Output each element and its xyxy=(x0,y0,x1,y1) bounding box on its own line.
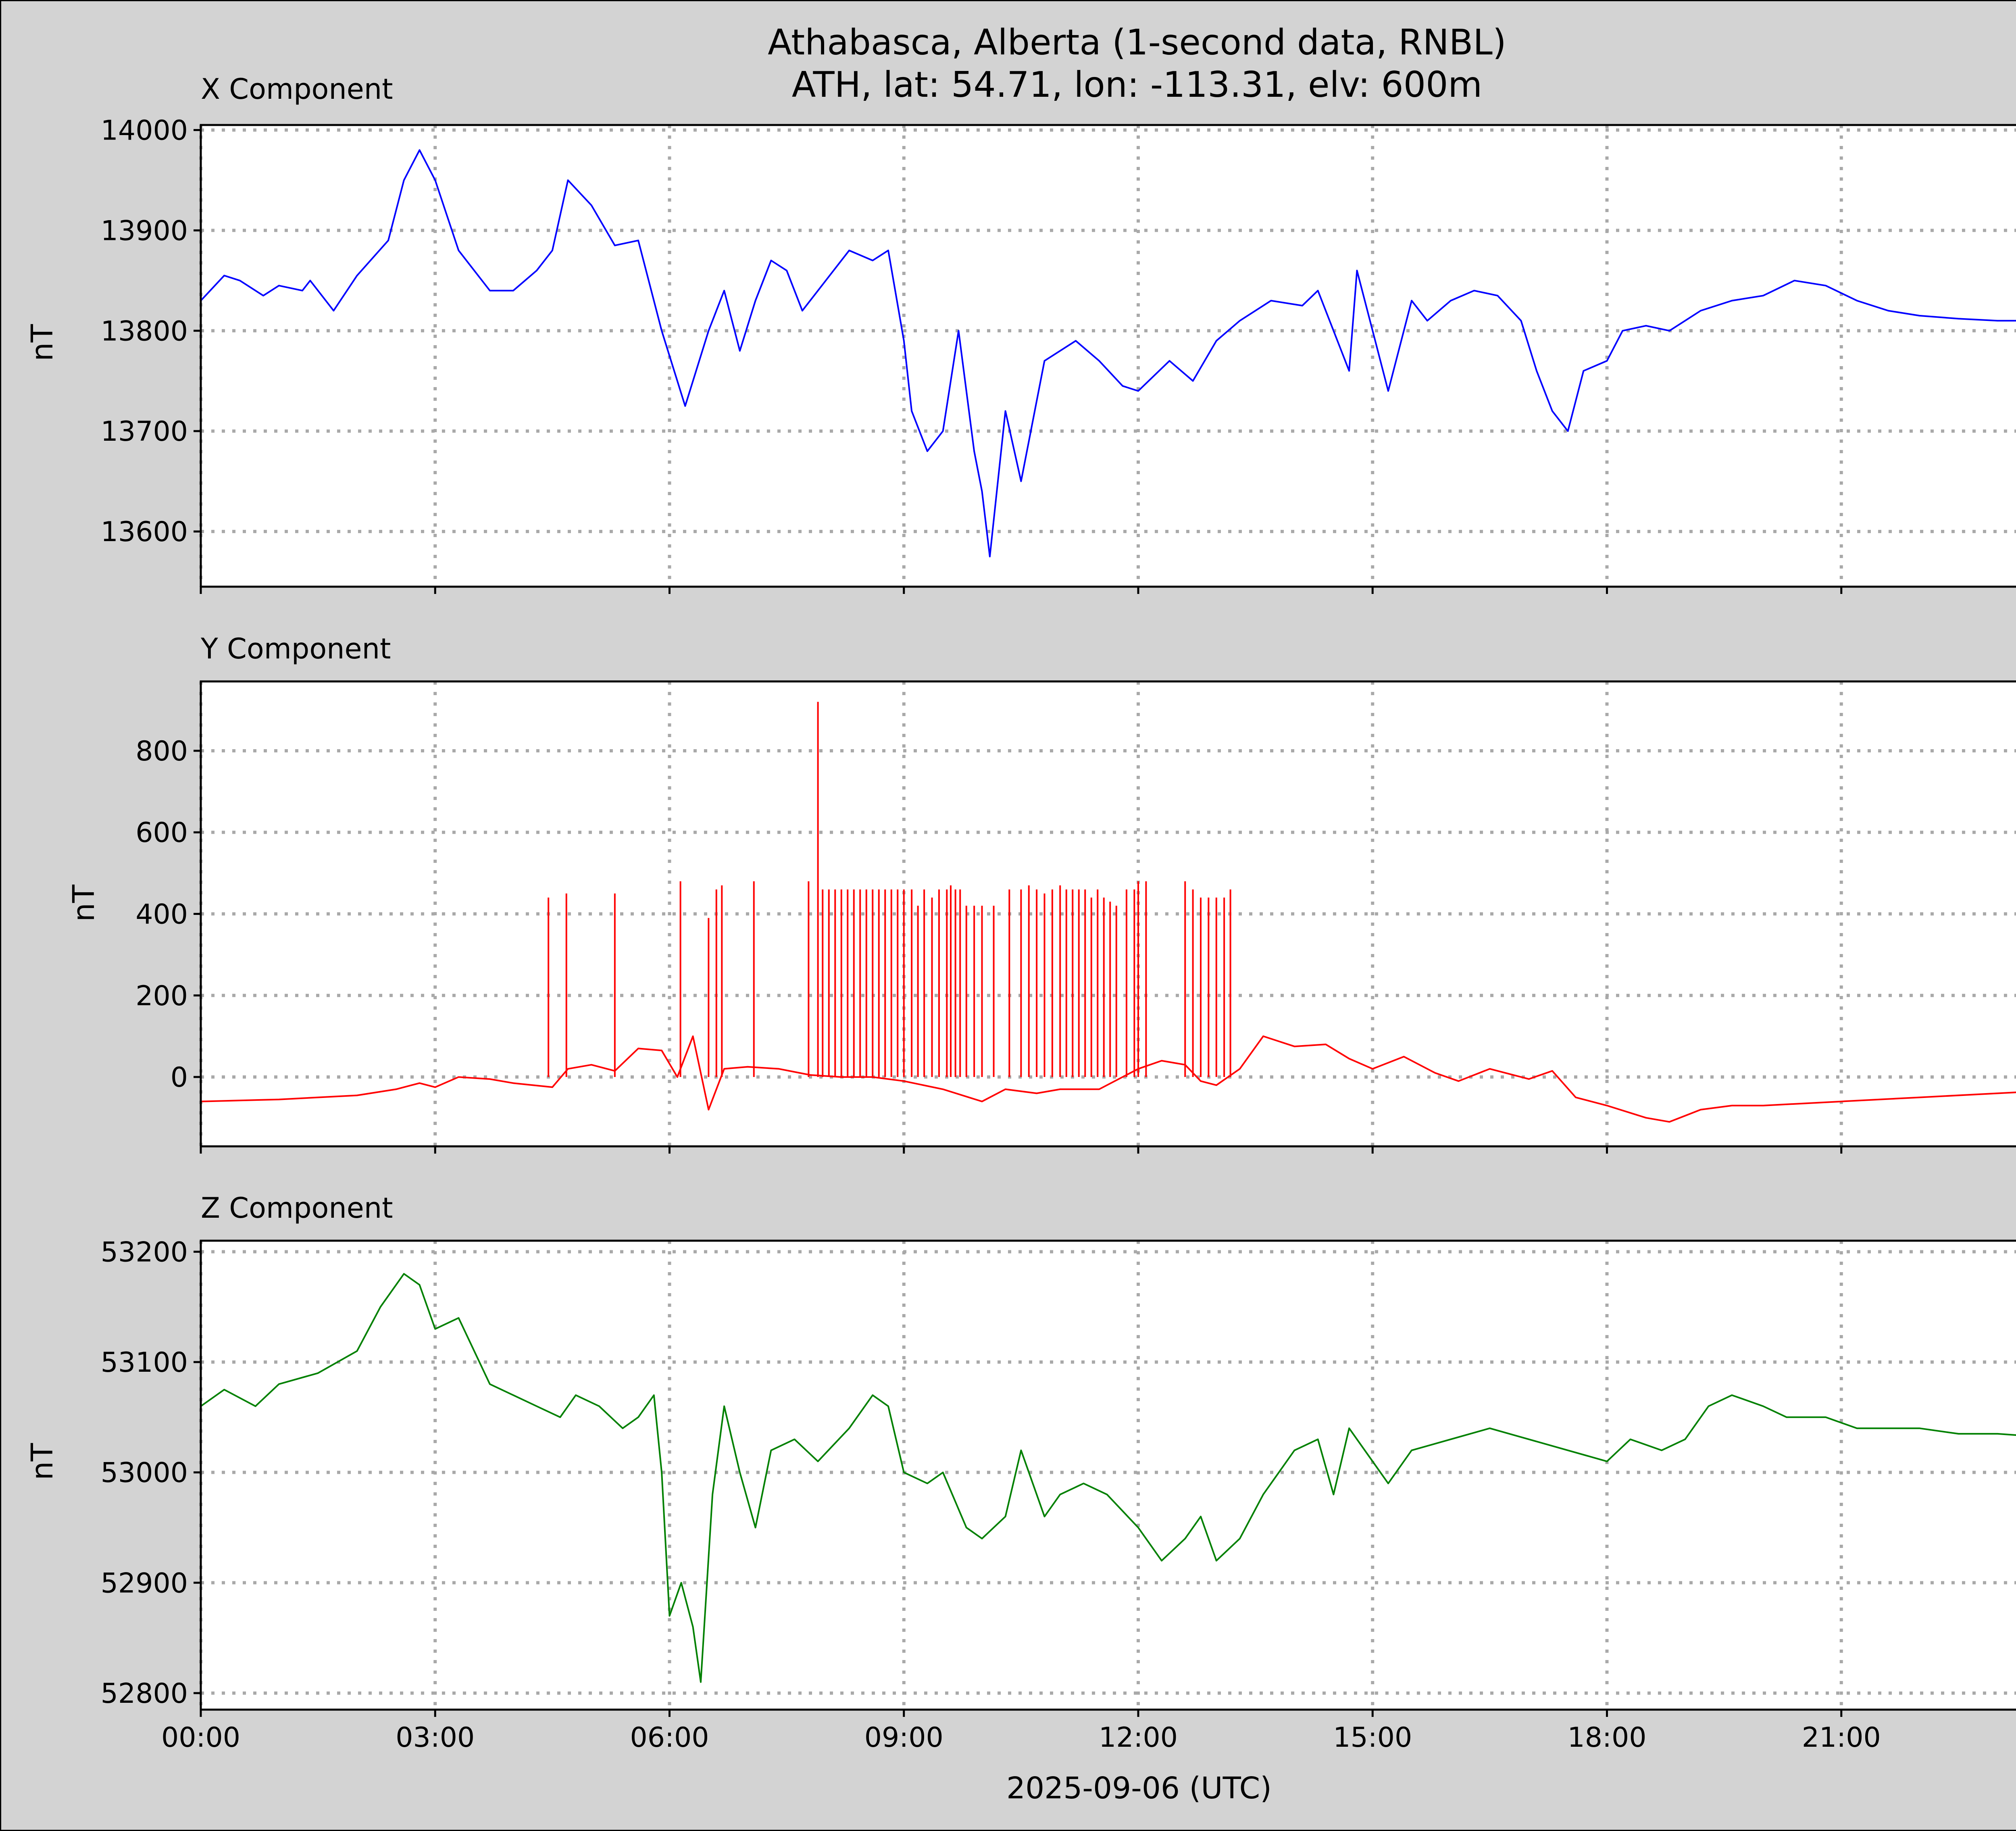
z-component-ytick-label-4: 53200 xyxy=(101,1236,188,1268)
y-component-ytick-label-2: 400 xyxy=(135,899,188,931)
z-component-series-line xyxy=(200,1273,2016,1683)
x-axis-label: 2025-09-06 (UTC) xyxy=(1006,1771,1272,1806)
chart-title-line2: ATH, lat: 54.71, lon: -113.31, elv: 600m xyxy=(792,64,1482,105)
x-component-ytick-label-4: 14000 xyxy=(101,115,188,146)
y-component-ytick-label-4: 800 xyxy=(135,735,188,767)
xtick-label-0: 00:00 xyxy=(161,1722,240,1754)
y-component-panel: Y Component nT 0 200 400 600 800 xyxy=(67,632,2016,1154)
y-component-ytick-label-0: 0 xyxy=(171,1062,188,1094)
z-component-ytick-label-1: 52900 xyxy=(101,1567,188,1599)
x-component-ytick-label-3: 13900 xyxy=(101,215,188,247)
y-component-ytick-label-1: 200 xyxy=(135,980,188,1012)
z-component-ytick-label-3: 53100 xyxy=(101,1347,188,1379)
x-component-ytick-label-0: 13600 xyxy=(101,516,188,548)
xtick-label-1: 03:00 xyxy=(396,1722,475,1754)
xtick-label-2: 06:00 xyxy=(630,1722,709,1754)
x-component-series-line xyxy=(200,149,2016,558)
y-component-series-line xyxy=(200,1035,2016,1123)
xtick-label-7: 21:00 xyxy=(1802,1722,1881,1754)
xtick-label-4: 12:00 xyxy=(1099,1722,1178,1754)
x-component-plot-area xyxy=(201,125,2016,587)
x-component-ytick-label-1: 13700 xyxy=(101,416,188,448)
x-component-ytick-label-2: 13800 xyxy=(101,315,188,347)
z-component-panel: Z Component nT 52800 52900 53000 53100 53200… xyxy=(25,1192,2016,1754)
z-component-ylabel: nT xyxy=(25,1443,60,1480)
x-component-title: X Component xyxy=(201,73,393,106)
x-component-panel: X Component nT 13600 13700 13800 13900 14000 xyxy=(25,73,2016,594)
z-component-ytick-label-0: 52800 xyxy=(101,1678,188,1710)
z-component-title: Z Component xyxy=(201,1192,393,1225)
xtick-label-5: 15:00 xyxy=(1333,1722,1412,1754)
z-component-plot-area xyxy=(201,1241,2016,1710)
xtick-label-6: 18:00 xyxy=(1568,1722,1647,1754)
chart-title-line1: Athabasca, Alberta (1-second data, RNBL) xyxy=(768,22,1506,63)
y-component-ytick-label-3: 600 xyxy=(135,817,188,849)
y-component-title: Y Component xyxy=(200,632,391,665)
x-component-ylabel: nT xyxy=(25,324,60,361)
z-component-ytick-label-2: 53000 xyxy=(101,1457,188,1489)
xtick-label-3: 09:00 xyxy=(864,1722,943,1754)
y-component-ylabel: nT xyxy=(67,884,101,922)
